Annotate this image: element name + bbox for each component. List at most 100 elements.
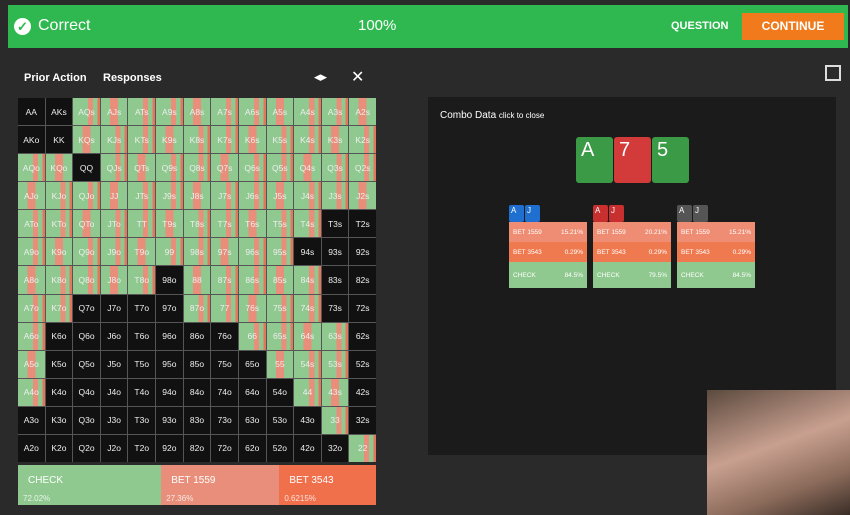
hand-cell: A4o <box>18 378 45 406</box>
hand-cell: 95o <box>156 350 183 378</box>
hand-cell: QTs <box>128 154 156 182</box>
combo-panel[interactable]: Combo Data click to close A 7 5 A J BET 1559 1… <box>428 97 836 455</box>
hand-cell: ATo <box>18 210 45 238</box>
hand-cell: 62s <box>349 322 376 350</box>
combo-row: CHECK 79.5% <box>593 262 671 288</box>
hand-cell: KJs <box>100 126 128 154</box>
hand-cell: 86s <box>238 266 266 294</box>
hand-cell: 76o <box>211 322 238 350</box>
hand-cell: 85s <box>266 266 294 294</box>
hand-cell: 87s <box>211 266 238 294</box>
hand-cell: K5o <box>45 350 73 378</box>
hand-cell: 64s <box>294 322 321 350</box>
hand-cell: KTo <box>45 210 73 238</box>
hand-cell: ATs <box>128 98 156 126</box>
webcam <box>707 390 850 515</box>
hand-cell: Q3o <box>73 406 100 434</box>
hand-cell: J2o <box>100 434 128 462</box>
hand-cell: 32s <box>349 406 376 434</box>
legend-action: CHECK <box>28 475 64 486</box>
combo-freq: 15.21% <box>728 228 751 236</box>
hand-cell: 85o <box>183 350 211 378</box>
combo: A J BET 1559 20.21% BET 3543 0.29% CHECK 79.5% <box>593 200 671 288</box>
hand-cell: A3s <box>321 98 349 126</box>
hand-cell: 72s <box>349 294 376 322</box>
hand-cell: 93s <box>321 238 349 266</box>
hand-cell: K4s <box>294 126 321 154</box>
combo-freq: 15.21% <box>560 228 583 236</box>
hand-cell: A4s <box>294 98 321 126</box>
hand-cell: 66 <box>238 322 266 350</box>
combo-card: A <box>593 205 608 222</box>
hand-cell: T7o <box>128 294 156 322</box>
hand-cell: T4o <box>128 378 156 406</box>
close-icon[interactable]: ✕ <box>351 69 365 86</box>
combo-freq: 0.29% <box>732 248 751 256</box>
hand-cell: T8s <box>183 210 211 238</box>
combo-card: J <box>609 205 624 222</box>
hand-cell: 43o <box>294 406 321 434</box>
combo-action: BET 1559 <box>597 228 626 236</box>
hand-cell: 33 <box>321 406 349 434</box>
combo-action: BET 1559 <box>513 228 542 236</box>
legend-freq: 27.36% <box>166 494 194 503</box>
hand-cell: A7s <box>211 98 238 126</box>
hand-cell: 54o <box>266 378 294 406</box>
range-grid: AA AKs AQs AJs ATs A9s A8s A7s A6s A5s A4s A3s A2s AK… <box>18 98 376 462</box>
status: Correct <box>38 17 91 34</box>
continue-button[interactable]: CONTINUE <box>742 13 844 40</box>
combo-action: CHECK <box>681 271 704 279</box>
combo-freq: 0.29% <box>564 248 583 256</box>
combo-row: BET 1559 20.21% <box>593 222 671 242</box>
hand-cell: Q6o <box>73 322 100 350</box>
legend-action: BET 3543 <box>289 475 334 486</box>
legend-item: BET 1559 27.36% <box>161 465 280 505</box>
hand-cell: 63s <box>321 322 349 350</box>
hand-cell: Q3s <box>321 154 349 182</box>
hand-cell: T3s <box>321 210 349 238</box>
hand-cell: J7s <box>211 182 238 210</box>
tab[interactable]: Prior Action <box>24 72 87 84</box>
hand-cell: Q5s <box>266 154 294 182</box>
hand-cell: AJs <box>100 98 128 126</box>
hand-cell: J3o <box>100 406 128 434</box>
hand-cell: 64o <box>238 378 266 406</box>
hand-cell: Q5o <box>73 350 100 378</box>
hand-cell: 53s <box>321 350 349 378</box>
hand-cell: QJo <box>73 182 100 210</box>
combo-action: BET 3543 <box>681 248 710 256</box>
hand-cell: K8s <box>183 126 211 154</box>
hand-cell: J7o <box>100 294 128 322</box>
legend: CHECK 72.02% BET 1559 27.36% BET 3543 0.6215% <box>18 465 376 505</box>
hand-cell: KTs <box>128 126 156 154</box>
hand-cell: QJs <box>100 154 128 182</box>
hand-cell: QQ <box>73 154 100 182</box>
hand-cell: J5o <box>100 350 128 378</box>
hand-cell: K4o <box>45 378 73 406</box>
hand-cell: AQo <box>18 154 45 182</box>
hand-cell: 97s <box>211 238 238 266</box>
question-button[interactable]: QUESTION <box>671 20 729 32</box>
hand-cell: T4s <box>294 210 321 238</box>
combo-card: A <box>677 205 692 222</box>
hand-cell: T2s <box>349 210 376 238</box>
hand-cell: T5s <box>266 210 294 238</box>
hand-cell: KQo <box>45 154 73 182</box>
hand-cell: K5s <box>266 126 294 154</box>
board-card: A <box>576 137 613 183</box>
hand-cell: J6o <box>100 322 128 350</box>
hand-cell: 22 <box>349 434 376 462</box>
hand-cell: TT <box>128 210 156 238</box>
combo-card: A <box>509 205 524 222</box>
hand-cell: Q2s <box>349 154 376 182</box>
combo-row: BET 3543 0.29% <box>593 242 671 262</box>
hand-cell: K3o <box>45 406 73 434</box>
grid-icon[interactable] <box>825 65 841 81</box>
toggle-icon[interactable]: ◂▸ <box>314 69 328 84</box>
hand-cell: 98s <box>183 238 211 266</box>
tab[interactable]: Responses <box>103 72 162 84</box>
combo-action: BET 3543 <box>513 248 542 256</box>
hand-cell: Q4o <box>73 378 100 406</box>
hand-cell: 65o <box>238 350 266 378</box>
